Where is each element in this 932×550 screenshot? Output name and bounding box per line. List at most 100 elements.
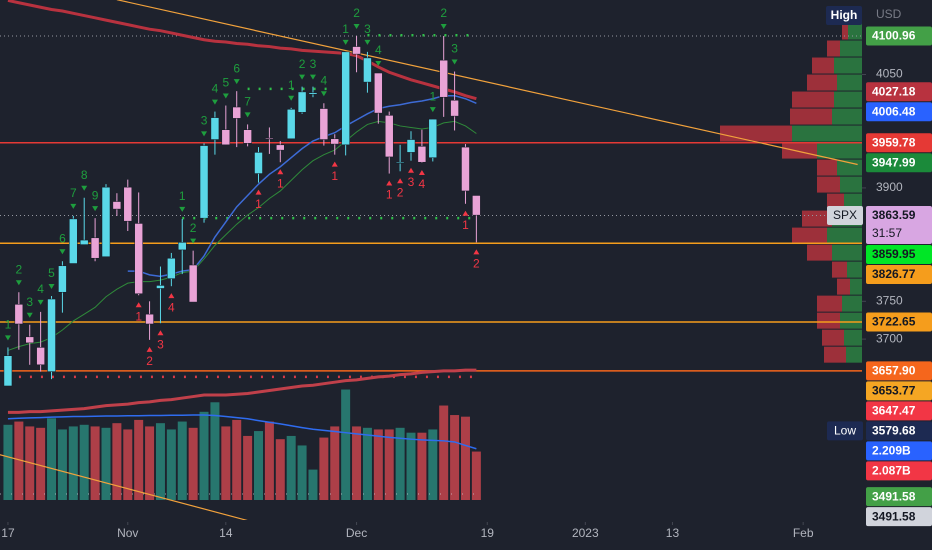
profile-up <box>817 142 862 159</box>
x-tick-label: 13 <box>666 526 680 540</box>
td-count: 2 <box>397 185 404 199</box>
candle-body <box>79 239 89 245</box>
td-arrow <box>157 330 164 336</box>
price-tag-label: 4006.48 <box>872 104 916 118</box>
candle-body <box>58 265 67 293</box>
td-count: 1 <box>288 78 295 92</box>
price-tag <box>866 312 932 332</box>
profile-down <box>782 142 817 159</box>
x-tick-label: Nov <box>117 526 138 540</box>
volume-bar <box>134 419 144 500</box>
candle-body <box>352 46 361 55</box>
td-count: 1 <box>277 176 284 190</box>
td-count: 5 <box>222 76 229 90</box>
td-count: 1 <box>386 188 393 202</box>
price-tag-label: 4100.96 <box>872 29 916 43</box>
td-arrow <box>222 93 229 99</box>
candle-body <box>450 99 459 117</box>
td-arrow <box>320 91 327 97</box>
volume-bar <box>199 411 209 500</box>
volume-bar <box>3 424 13 500</box>
high-label: High <box>831 8 858 22</box>
price-tag <box>866 244 932 264</box>
price-tag-label: 3491.58 <box>872 509 916 523</box>
td-arrow <box>81 185 88 191</box>
profile-down <box>822 329 844 346</box>
td-count: 6 <box>59 231 66 245</box>
td-count: 4 <box>321 73 328 87</box>
profile-down <box>792 91 834 108</box>
price-tag-label: 2.209B <box>872 444 911 458</box>
y-tick-label: 3700 <box>876 331 903 345</box>
volume-bar <box>417 432 427 500</box>
volume-bar <box>341 389 351 500</box>
price-tag-label: 3947.99 <box>872 155 916 169</box>
price-tag <box>866 82 932 102</box>
price-tag-label: 3657.90 <box>872 364 916 378</box>
volume-bar <box>68 426 78 500</box>
td-count: 1 <box>5 318 12 332</box>
volume-bar <box>145 426 155 500</box>
td-count: 7 <box>244 95 251 109</box>
profile-up <box>850 278 862 295</box>
candle-body <box>297 91 307 113</box>
high-badge <box>826 6 862 25</box>
volume-ma <box>7 414 477 450</box>
td-count: 1 <box>342 22 349 36</box>
volume-bar <box>450 415 460 500</box>
profile-down <box>817 159 837 176</box>
td-arrow <box>408 167 415 173</box>
moving-average <box>7 0 477 101</box>
profile-down <box>790 108 832 125</box>
td-count: 3 <box>310 57 317 71</box>
profile-down <box>827 40 840 57</box>
price-tag <box>866 153 932 173</box>
td-count: 3 <box>26 295 33 309</box>
td-count: 1 <box>462 218 469 232</box>
candle-body <box>188 264 198 303</box>
td-count: 2 <box>353 6 360 20</box>
candle-body <box>145 313 154 325</box>
td-arrow <box>37 299 44 305</box>
td-arrow <box>233 79 240 85</box>
td-count: 6 <box>233 61 240 75</box>
candle-body <box>123 186 133 222</box>
price-tag <box>866 441 932 461</box>
td-arrow <box>179 206 186 212</box>
td-count: 2 <box>146 354 153 368</box>
price-tag <box>866 507 932 527</box>
x-tick-label: 19 <box>481 526 495 540</box>
trendline <box>116 0 858 166</box>
candle-body <box>210 117 220 140</box>
profile-up <box>837 74 862 91</box>
profile-down <box>817 176 840 193</box>
td-arrow <box>48 284 55 290</box>
profile-down <box>842 23 848 40</box>
td-arrow <box>451 59 458 65</box>
candle-body <box>461 146 470 192</box>
price-tag <box>866 102 932 122</box>
volume-bar <box>384 429 394 500</box>
td-count: 2 <box>440 6 447 20</box>
volume-bar <box>297 445 307 500</box>
volume-bar <box>166 429 176 500</box>
td-count: 2 <box>190 221 197 235</box>
candle-body <box>428 118 438 158</box>
td-arrow <box>288 95 295 101</box>
profile-down <box>824 346 846 363</box>
td-arrow <box>255 189 262 195</box>
volume-bar <box>101 427 111 500</box>
x-tick-label: 14 <box>219 526 233 540</box>
candle-body <box>36 347 45 366</box>
td-arrow <box>190 238 197 244</box>
td-count: 7 <box>70 186 77 200</box>
volume-bar <box>47 418 57 500</box>
td-arrow <box>92 206 99 212</box>
unit-label: USD <box>876 7 902 21</box>
volume-bar <box>286 435 296 500</box>
td-arrow <box>244 112 251 118</box>
profile-up <box>846 346 862 363</box>
volume-bar <box>232 419 242 500</box>
candle-body <box>384 115 394 158</box>
candle-body <box>341 51 350 146</box>
